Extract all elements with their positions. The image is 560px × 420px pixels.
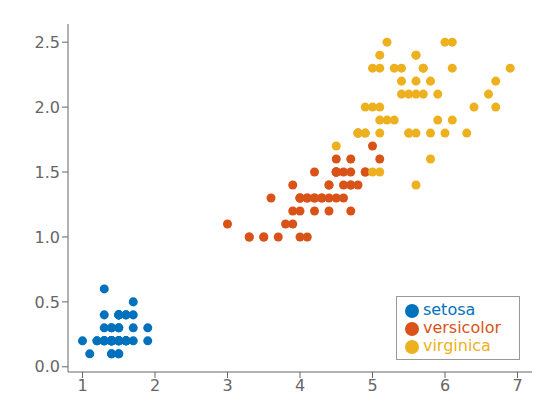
svg-text:0.5: 0.5 bbox=[35, 293, 60, 312]
svg-text:5: 5 bbox=[367, 376, 377, 395]
svg-text:1.5: 1.5 bbox=[35, 163, 60, 182]
svg-text:2.0: 2.0 bbox=[35, 98, 60, 117]
svg-text:0.0: 0.0 bbox=[35, 357, 60, 376]
svg-text:1: 1 bbox=[77, 376, 87, 395]
svg-text:2: 2 bbox=[150, 376, 160, 395]
svg-text:3: 3 bbox=[222, 376, 232, 395]
svg-text:1.0: 1.0 bbox=[35, 228, 60, 247]
html-text:versicolor: versicolor bbox=[422, 318, 501, 337]
html-text:setosa: setosa bbox=[422, 300, 476, 319]
svg-text:4: 4 bbox=[295, 376, 305, 395]
html-text:virginica: virginica bbox=[422, 336, 491, 355]
svg-text:7: 7 bbox=[512, 376, 522, 395]
svg-text:2.5: 2.5 bbox=[35, 33, 60, 52]
svg-text:6: 6 bbox=[440, 376, 450, 395]
